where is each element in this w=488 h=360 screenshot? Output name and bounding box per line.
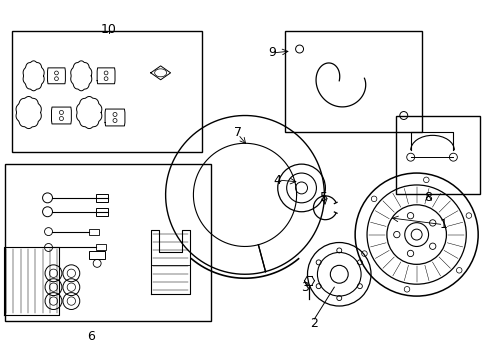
- Text: 1: 1: [439, 218, 447, 231]
- Bar: [284, 31, 421, 132]
- Bar: [89, 251, 105, 260]
- Bar: [395, 117, 479, 194]
- Bar: [89, 229, 99, 235]
- Text: 3: 3: [300, 281, 308, 294]
- Text: 2: 2: [310, 318, 318, 330]
- Bar: [96, 208, 108, 216]
- Text: 6: 6: [87, 330, 95, 343]
- Bar: [96, 244, 106, 251]
- Text: 10: 10: [101, 23, 117, 36]
- Text: 7: 7: [234, 126, 242, 139]
- Text: 4: 4: [273, 174, 281, 186]
- Bar: [12, 31, 202, 152]
- Bar: [96, 194, 108, 202]
- Bar: [5, 164, 211, 321]
- Text: 5: 5: [320, 192, 328, 204]
- Text: 9: 9: [267, 46, 275, 59]
- Text: 8: 8: [424, 192, 432, 204]
